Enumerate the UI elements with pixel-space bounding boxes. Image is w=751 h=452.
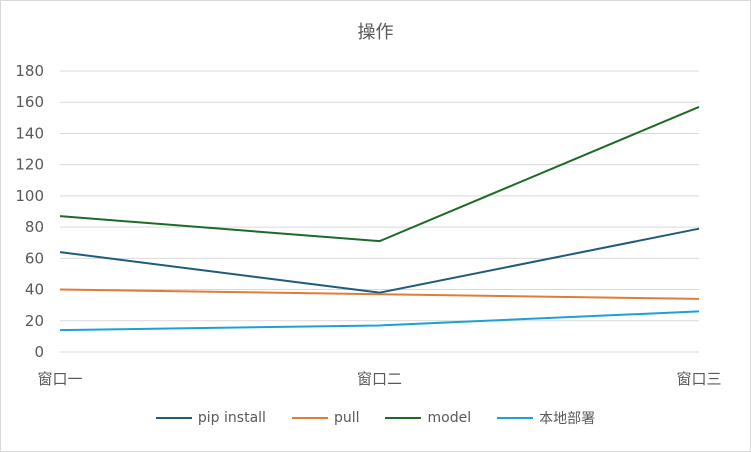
y-tick-label: 60: [25, 249, 44, 267]
x-tick-label: 窗口三: [676, 370, 721, 388]
x-tick-label: 窗口二: [357, 370, 402, 388]
legend-label: pull: [333, 410, 360, 426]
legend-swatch: [497, 417, 534, 419]
y-tick-label: 160: [15, 93, 44, 111]
y-tick-label: 100: [15, 187, 44, 205]
x-tick-label: 窗口一: [37, 370, 82, 388]
y-tick-label: 140: [15, 124, 44, 142]
series-lines: [59, 105, 700, 332]
series-line-3: [59, 310, 700, 332]
series-line-2: [59, 105, 700, 243]
legend-swatch: [385, 417, 422, 419]
gridlines: [60, 70, 699, 353]
y-tick-label: 40: [25, 281, 44, 299]
series-line-0: [59, 227, 700, 294]
legend-label: pip install: [197, 410, 266, 426]
legend: pip install pull model 本地部署: [0, 408, 751, 428]
legend-item: model: [385, 408, 471, 428]
x-axis-ticks: 窗口一 窗口二 窗口三: [37, 370, 721, 388]
chart-title: 操作: [357, 22, 394, 43]
legend-swatch: [155, 417, 192, 419]
legend-item: 本地部署: [497, 408, 595, 428]
legend-label: model: [427, 410, 472, 426]
y-tick-label: 180: [15, 62, 44, 80]
y-tick-label: 80: [25, 218, 44, 236]
legend-swatch: [291, 417, 328, 419]
series-line-1: [59, 288, 700, 300]
legend-item: pip install: [155, 408, 266, 428]
y-tick-label: 20: [25, 312, 44, 330]
legend-label: 本地部署: [539, 411, 596, 427]
legend-item: pull: [291, 408, 360, 428]
y-axis-ticks: 0 20 40 60 80 100 120 140 160 180: [15, 62, 44, 361]
y-tick-label: 120: [15, 156, 44, 174]
y-tick-label: 0: [34, 343, 44, 361]
